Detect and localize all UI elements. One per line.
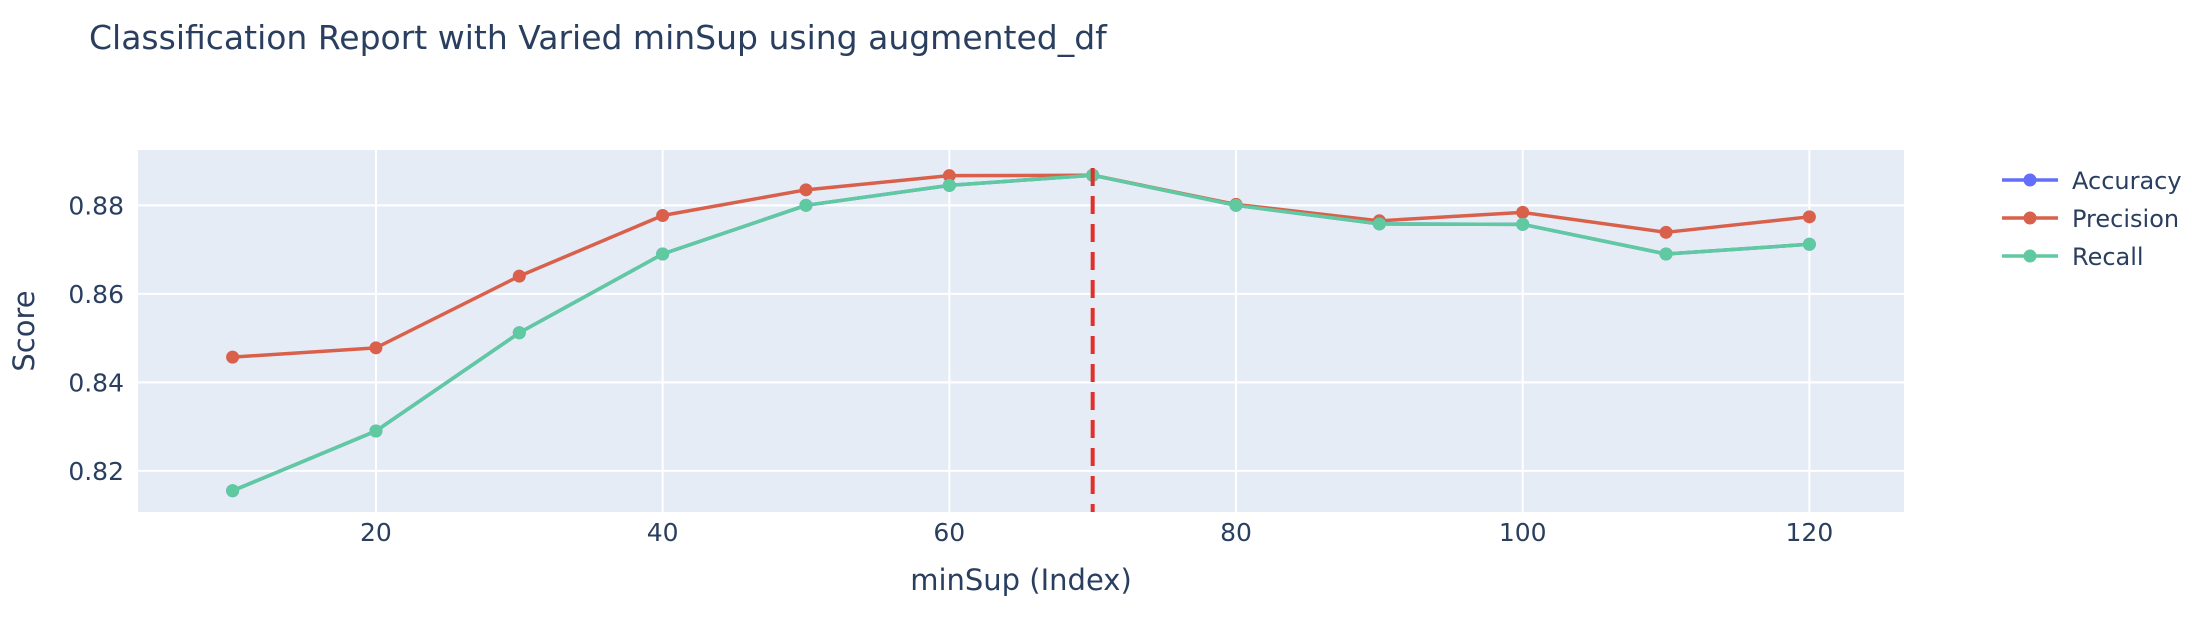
data-point[interactable]	[1802, 237, 1816, 251]
legend-item-recall[interactable]: Recall	[2002, 243, 2144, 271]
legend-label: Recall	[2072, 243, 2144, 271]
data-point[interactable]	[1659, 247, 1673, 261]
legend-swatch-marker	[2023, 249, 2037, 263]
x-tick-label: 100	[1499, 518, 1547, 547]
data-point[interactable]	[369, 341, 383, 355]
series-recall	[226, 168, 1816, 498]
plot-area	[138, 150, 1904, 512]
data-point[interactable]	[1229, 198, 1243, 212]
data-point[interactable]	[942, 178, 956, 192]
data-point[interactable]	[1802, 210, 1816, 224]
data-point[interactable]	[1372, 217, 1386, 231]
data-point[interactable]	[799, 198, 813, 212]
legend-label: Accuracy	[2072, 167, 2182, 195]
data-point[interactable]	[512, 269, 526, 283]
x-tick-label: 120	[1786, 518, 1834, 547]
x-axis-title: minSup (Index)	[910, 563, 1132, 597]
data-point[interactable]	[1516, 205, 1530, 219]
x-tick-label: 20	[360, 518, 392, 547]
data-point[interactable]	[942, 169, 956, 183]
y-tick-label: 0.86	[68, 280, 124, 309]
y-tick-label: 0.84	[68, 368, 124, 397]
x-tick-label: 40	[647, 518, 679, 547]
legend-item-precision[interactable]: Precision	[2002, 205, 2179, 233]
data-point[interactable]	[1516, 217, 1530, 231]
data-point[interactable]	[226, 484, 240, 498]
y-tick-label: 0.88	[68, 191, 124, 220]
tick-labels: 20 40 60 80 100 120 0.82 0.84 0.86 0.88	[68, 191, 1833, 547]
chart-title: Classification Report with Varied minSup…	[89, 18, 1108, 57]
y-tick-label: 0.82	[68, 457, 124, 486]
series-layer	[226, 168, 1816, 498]
data-point[interactable]	[656, 208, 670, 222]
data-point[interactable]	[656, 247, 670, 261]
legend-swatch-marker	[2023, 211, 2037, 225]
legend[interactable]: Accuracy Precision Recall	[2002, 167, 2182, 271]
data-point[interactable]	[1659, 225, 1673, 239]
x-tick-label: 60	[933, 518, 965, 547]
legend-swatch-marker	[2023, 173, 2037, 187]
legend-item-accuracy[interactable]: Accuracy	[2002, 167, 2182, 195]
y-axis-title: Score	[7, 290, 41, 371]
data-point[interactable]	[369, 424, 383, 438]
data-point[interactable]	[799, 183, 813, 197]
legend-label: Precision	[2072, 205, 2179, 233]
series-line	[232, 173, 1810, 359]
series-line	[231, 173, 1810, 493]
data-point[interactable]	[512, 326, 526, 340]
data-point[interactable]	[226, 350, 240, 364]
x-tick-label: 80	[1220, 518, 1252, 547]
